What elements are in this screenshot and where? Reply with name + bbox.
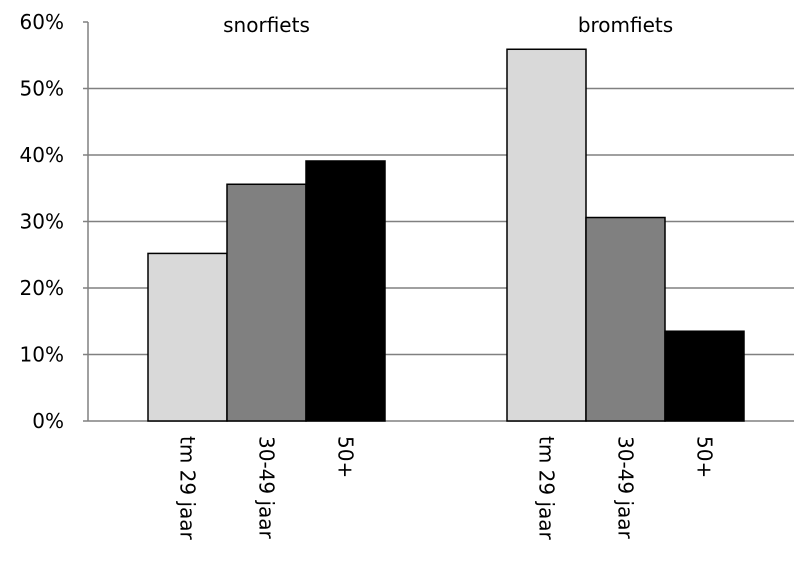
category-label: 30-49 jaar: [255, 436, 279, 540]
category-labels: tm 29 jaar 30-49 jaar 50+ tm 29 jaar 30-49 j…: [176, 436, 717, 541]
category-label: 30-49 jaar: [614, 436, 638, 540]
y-axis: 0% 10% 20% 30% 40% 50% 60%: [20, 10, 89, 433]
y-tick-label: 40%: [20, 143, 64, 167]
group-labels: snorfiets bromfiets: [223, 13, 673, 37]
y-tick-label: 0%: [32, 409, 64, 433]
category-label: 50+: [334, 436, 358, 478]
bar-snorfiets-0: [147, 252, 228, 422]
y-tick-label: 30%: [20, 210, 64, 234]
y-tick-label: 60%: [20, 10, 64, 34]
bar-bromfiets-0: [506, 48, 587, 422]
bars: [147, 48, 745, 422]
y-tick-label: 10%: [20, 343, 64, 367]
y-tick-label: 50%: [20, 77, 64, 101]
category-label: 50+: [693, 436, 717, 478]
category-label: tm 29 jaar: [535, 436, 559, 541]
group-label-bromfiets: bromfiets: [578, 13, 673, 37]
y-tick-label: 20%: [20, 276, 64, 300]
category-label: tm 29 jaar: [176, 436, 200, 541]
bar-snorfiets-1: [226, 183, 307, 422]
bar-bromfiets-2: [664, 330, 745, 422]
group-label-snorfiets: snorfiets: [223, 13, 310, 37]
bar-bromfiets-1: [585, 216, 666, 422]
bar-snorfiets-2: [305, 160, 386, 422]
